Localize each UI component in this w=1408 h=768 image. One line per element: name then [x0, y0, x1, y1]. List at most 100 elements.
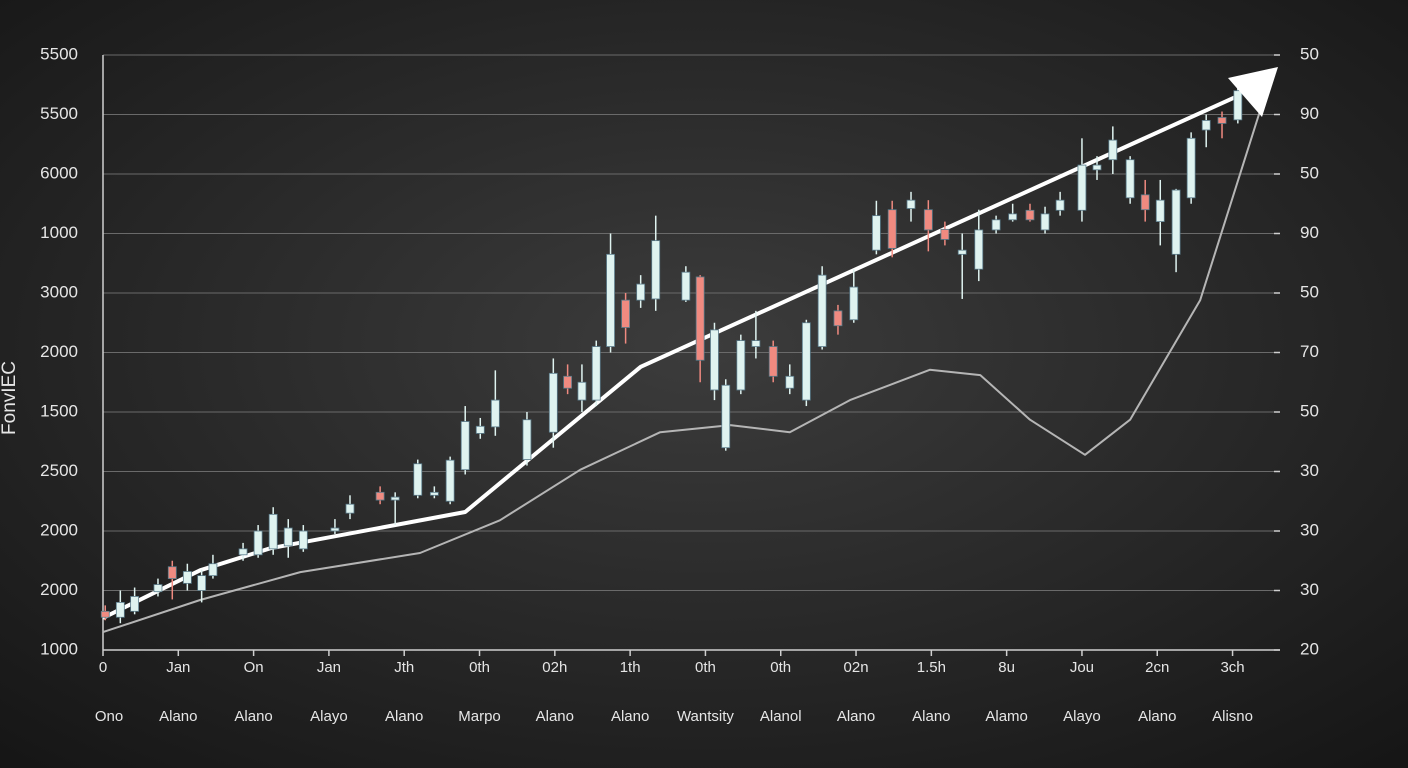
candles: [100, 84, 1243, 624]
candle-body: [563, 375, 573, 389]
y-tick-label: 2000: [40, 580, 78, 599]
candle-body: [268, 513, 278, 550]
candle-body: [636, 283, 646, 301]
x-tick-label: 1.5h: [917, 659, 946, 676]
y2-tick-label: 50: [1300, 163, 1319, 182]
candle-body: [621, 299, 631, 328]
y-axis-title: FonvIEC: [0, 361, 20, 435]
y-tick-label: 2500: [40, 461, 78, 480]
y-tick-label: 6000: [40, 163, 78, 182]
candle-body: [460, 421, 470, 471]
y-tick-label: 2000: [40, 520, 78, 539]
x-sublabel: Alano: [536, 708, 574, 725]
y2-tick-label: 30: [1300, 520, 1319, 539]
y2-tick-label: 20: [1300, 639, 1319, 658]
x-tick-label: 0: [99, 659, 107, 676]
x-tick-label: Jou: [1070, 659, 1094, 676]
candle-body: [906, 199, 916, 209]
x-sublabel: Alano: [912, 708, 950, 725]
candle-body: [833, 310, 843, 327]
y2-tick-label: 50: [1300, 282, 1319, 301]
candle-body: [957, 249, 967, 255]
y-tick-label: 5500: [40, 104, 78, 123]
candle-body: [1140, 194, 1150, 211]
candle-body: [1108, 139, 1118, 161]
candle-body: [413, 463, 423, 496]
candle-body: [591, 346, 601, 401]
candle-body: [991, 219, 1001, 231]
candle-body: [695, 276, 705, 361]
candle-body: [182, 571, 192, 584]
candle-body: [751, 340, 761, 347]
candle-body: [1055, 199, 1065, 211]
candle-body: [923, 209, 933, 231]
candle-body: [1217, 117, 1227, 124]
x-tick-label: 02h: [542, 659, 567, 676]
x-tick-label: 8u: [998, 659, 1015, 676]
y2-tick-label: 90: [1300, 223, 1319, 242]
candle-body: [1077, 164, 1087, 211]
x-sublabel: Alano: [385, 708, 423, 725]
x-tick-label: 0th: [469, 659, 490, 676]
candle-body: [849, 286, 859, 321]
y2-tick-label: 70: [1300, 342, 1319, 361]
candle-body: [197, 575, 207, 591]
candle-body: [940, 228, 950, 240]
candle-body: [710, 329, 719, 391]
candle-body: [238, 548, 248, 556]
candle-body: [768, 346, 778, 377]
x-tick-label: 2cn: [1145, 659, 1169, 676]
candle-body: [548, 372, 558, 433]
candle-body: [1125, 159, 1135, 199]
candle-body: [283, 527, 293, 547]
candle-body: [429, 491, 439, 496]
x-sublabel: Alanol: [760, 708, 802, 725]
candle-body: [253, 530, 263, 556]
curve-line: [102, 104, 1263, 634]
candle-body: [1155, 199, 1165, 222]
trend-arrowhead: [1228, 67, 1278, 117]
candle-body: [100, 610, 110, 618]
candle-body: [1201, 120, 1211, 131]
candle-body: [522, 419, 532, 460]
y-tick-label: 1000: [40, 223, 78, 242]
candle-body: [736, 340, 746, 391]
x-sublabel: Alayo: [310, 708, 348, 725]
x-tick-label: Jan: [166, 659, 190, 676]
y-tick-label: 1500: [40, 401, 78, 420]
y2-tick-label: 30: [1300, 580, 1319, 599]
x-sublabel: Alano: [611, 708, 649, 725]
y-tick-label: 2000: [40, 342, 78, 361]
y-tick-label: 1000: [40, 639, 78, 658]
candle-body: [1040, 213, 1050, 231]
x-sublabel: Ono: [95, 708, 123, 725]
candle-body: [1171, 189, 1181, 255]
x-tick-label: 0th: [770, 659, 791, 676]
candle-body: [871, 215, 881, 251]
candle-body: [887, 209, 897, 249]
candle-body: [208, 563, 218, 577]
y2-tick-label: 90: [1300, 104, 1319, 123]
candle-body: [606, 253, 615, 347]
x-sublabel: Alayo: [1063, 708, 1101, 725]
candle-body: [475, 425, 485, 434]
x-sublabel: Alano: [1138, 708, 1176, 725]
candle-body: [1092, 164, 1102, 171]
x-tick-label: On: [244, 659, 264, 676]
candle-body: [721, 384, 731, 449]
candle-body: [345, 503, 355, 514]
candle-body: [785, 375, 795, 389]
candle-body: [298, 530, 308, 550]
candle-body: [801, 322, 811, 401]
candle-body: [130, 596, 140, 612]
candle-body: [974, 229, 984, 270]
x-sublabel: Wantsity: [677, 708, 734, 725]
y2-tick-label: 50: [1300, 401, 1319, 420]
x-sublabel: Alamo: [985, 708, 1028, 725]
candle-body: [330, 527, 340, 532]
x-sublabel: Alisno: [1212, 708, 1253, 725]
candle-body: [167, 566, 177, 580]
x-tick-label: 1th: [620, 659, 641, 676]
x-sublabel: Marpo: [458, 708, 501, 725]
candle-body: [115, 602, 125, 618]
